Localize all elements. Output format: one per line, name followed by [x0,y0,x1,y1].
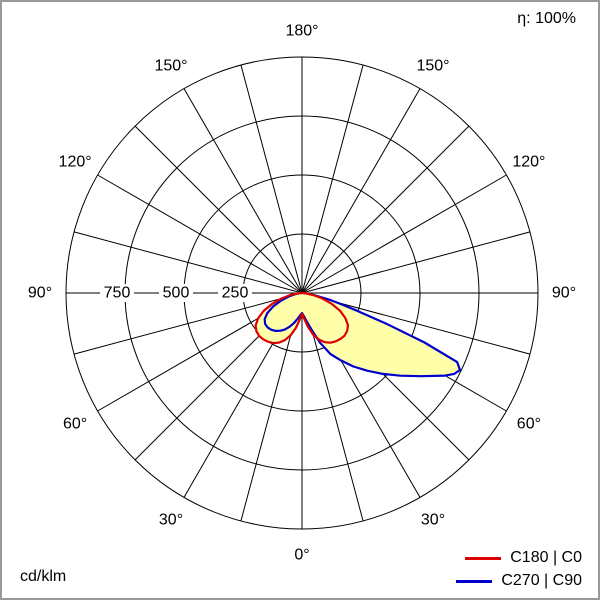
angle-label: 60° [517,416,541,433]
angle-label: 60° [63,416,87,433]
radial-tick-labels: 250 500 750 [100,284,252,302]
angle-label: 30° [421,511,445,528]
legend-item-c180-c0: C180 | C0 [456,549,582,567]
angle-label: 150° [416,58,449,75]
angle-label: 180° [285,23,318,40]
legend-item-c270-c90: C270 | C90 [456,572,582,590]
radial-tick-label: 500 [163,285,190,302]
beam-area-fill [255,293,460,377]
radial-tick-label: 750 [104,285,131,302]
unit-label: cd/klm [20,568,67,585]
legend: C180 | C0 C270 | C90 [456,549,582,590]
angle-label: 120° [512,154,545,171]
curve-C270-C90 [263,291,462,378]
angle-label: 150° [154,58,187,75]
angle-label: 90° [552,285,576,302]
red-curve-swatch [465,556,502,560]
angle-label: 0° [294,547,309,564]
angle-label: 90° [28,285,52,302]
radial-tick-label: 250 [222,285,249,302]
polar-grid [65,56,539,530]
angle-label: 30° [159,511,183,528]
legend-label-c270-c90: C270 | C90 [501,572,582,589]
blue-curve-swatch [456,579,493,583]
efficiency-label: η: 100% [517,10,576,27]
curve-C180-C0 [254,291,350,345]
legend-label-c180-c0: C180 | C0 [510,549,582,566]
angle-labels: 0° 30° 30° 60° 60° 90° 90° 120° 120° 150° 150° 180° [28,23,576,564]
angle-label: 120° [59,154,92,171]
